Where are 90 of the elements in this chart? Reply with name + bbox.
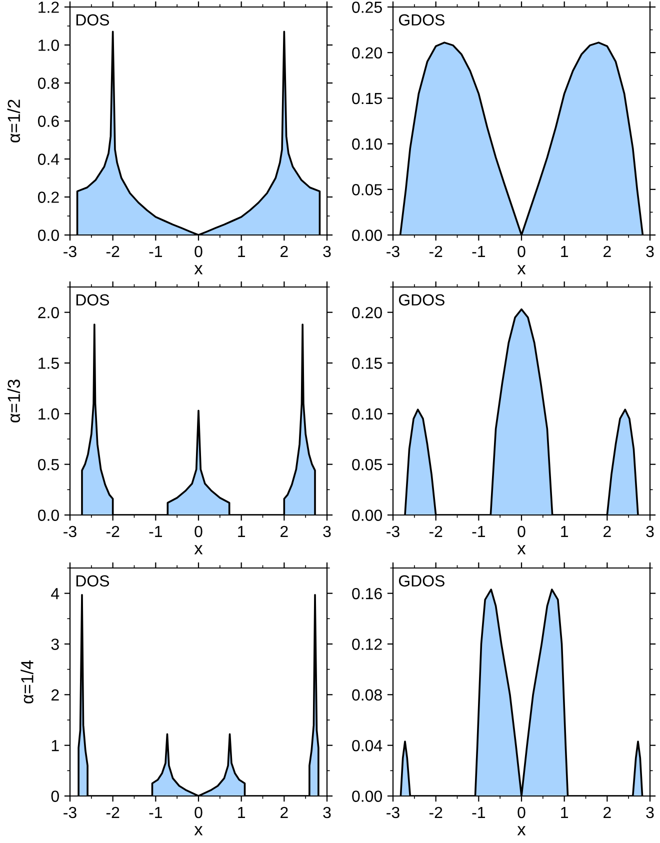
x-tick-label: -3	[386, 806, 400, 818]
x-tick-label: -3	[64, 246, 76, 258]
y-tick-label: 0.15	[352, 92, 382, 104]
chart-title: DOS	[76, 294, 110, 306]
x-tick-label: 0	[194, 806, 202, 818]
x-tick-label: 2	[604, 806, 611, 818]
x-tick-label: -2	[429, 246, 442, 257]
x-tick-label: -2	[106, 526, 120, 537]
x-tick-label: 0	[518, 526, 526, 538]
y-tick-label: 0.20	[352, 47, 382, 59]
y-tick-label: 0.05	[352, 184, 382, 196]
y-tick-label: 0.4	[38, 154, 60, 165]
x-tick-label: -1	[149, 246, 162, 257]
y-tick-label: 0.12	[352, 638, 382, 650]
x-tick-label: 3	[646, 806, 654, 818]
x-tick-label: -2	[429, 806, 442, 818]
x-tick-label: -1	[472, 526, 485, 537]
y-axis-title: α=1/3	[7, 380, 20, 422]
x-tick-label: 1	[238, 526, 245, 537]
y-tick-label: 4	[51, 588, 60, 600]
y-tick-label: 0.6	[38, 116, 59, 127]
y-tick-label: 0.15	[352, 358, 382, 369]
y-axis-title: α=1/2	[7, 100, 20, 142]
x-tick-label: 2	[280, 526, 288, 537]
y-tick-label: 2	[52, 689, 59, 700]
y-tick-label: 1.5	[38, 358, 59, 369]
x-tick-label: 3	[323, 806, 331, 818]
x-tick-label: -2	[429, 526, 442, 537]
x-tick-label: 3	[646, 246, 654, 258]
y-tick-label: 1.0	[38, 40, 59, 51]
y-tick-label: 0.0	[38, 510, 59, 521]
x-tick-label: -2	[106, 246, 120, 257]
y-tick-label: 0.20	[352, 306, 382, 318]
x-tick-label: 0	[194, 526, 202, 538]
y-tick-label: 2.0	[38, 306, 59, 318]
y-tick-label: 3	[51, 638, 59, 650]
x-tick-label: -2	[106, 806, 120, 818]
y-tick-label: 0.25	[352, 2, 382, 13]
x-tick-label: -3	[386, 526, 400, 538]
x-tick-label: 1	[561, 526, 568, 537]
chart-title: GDOS	[398, 294, 444, 306]
x-tick-label: 1	[238, 807, 245, 818]
y-tick-label: 0.16	[352, 588, 382, 600]
chart-title: GDOS	[398, 14, 444, 26]
x-tick-label: 1	[561, 246, 568, 257]
x-tick-label: 0	[518, 806, 526, 818]
x-tick-label: -3	[386, 246, 400, 258]
x-axis-title: x	[517, 265, 526, 274]
x-tick-label: -3	[64, 806, 76, 818]
x-tick-label: 1	[561, 807, 568, 818]
x-tick-label: 2	[604, 246, 611, 257]
x-tick-label: -1	[149, 807, 162, 818]
y-tick-label: 1	[52, 740, 59, 752]
x-tick-label: 2	[604, 526, 611, 537]
y-tick-label: 1.0	[38, 408, 59, 420]
y-tick-label: 0.05	[352, 458, 382, 470]
y-axis-title: α=1/4	[20, 660, 34, 704]
y-tick-label: 0.04	[352, 740, 382, 752]
chart-title: GDOS	[398, 575, 444, 587]
x-tick-label: 0	[518, 246, 526, 258]
chart-title: DOS	[76, 575, 110, 587]
y-tick-label: 0.0	[38, 230, 59, 241]
y-tick-label: 0.00	[352, 230, 382, 241]
x-tick-label: -1	[472, 807, 485, 818]
x-axis-title: x	[194, 265, 203, 274]
y-tick-label: 0.8	[38, 78, 59, 89]
x-axis-title: x	[517, 545, 526, 554]
x-tick-label: 3	[323, 246, 331, 258]
x-axis-title: x	[194, 545, 203, 554]
x-tick-label: -1	[472, 246, 485, 257]
x-axis-title: x	[517, 826, 526, 836]
x-tick-label: 2	[280, 806, 288, 818]
x-tick-label: 3	[646, 526, 654, 538]
x-axis-title: x	[194, 826, 203, 836]
y-tick-label: 0.00	[352, 510, 382, 521]
y-tick-label: 0.10	[352, 138, 382, 150]
x-tick-label: -1	[149, 526, 162, 537]
y-tick-label: 1.2	[38, 2, 59, 13]
y-tick-label: 0.10	[352, 408, 382, 420]
y-tick-label: 0	[51, 790, 59, 802]
x-tick-label: 1	[238, 246, 245, 257]
x-tick-label: -3	[64, 526, 76, 538]
y-tick-label: 0.00	[352, 790, 382, 802]
x-tick-label: 0	[194, 246, 202, 258]
y-tick-label: 0.08	[352, 689, 382, 701]
y-tick-label: 0.5	[38, 458, 59, 470]
y-tick-label: 0.2	[38, 192, 59, 203]
x-tick-label: 3	[323, 526, 331, 538]
chart-title: DOS	[76, 14, 110, 26]
x-tick-label: 2	[280, 246, 288, 257]
